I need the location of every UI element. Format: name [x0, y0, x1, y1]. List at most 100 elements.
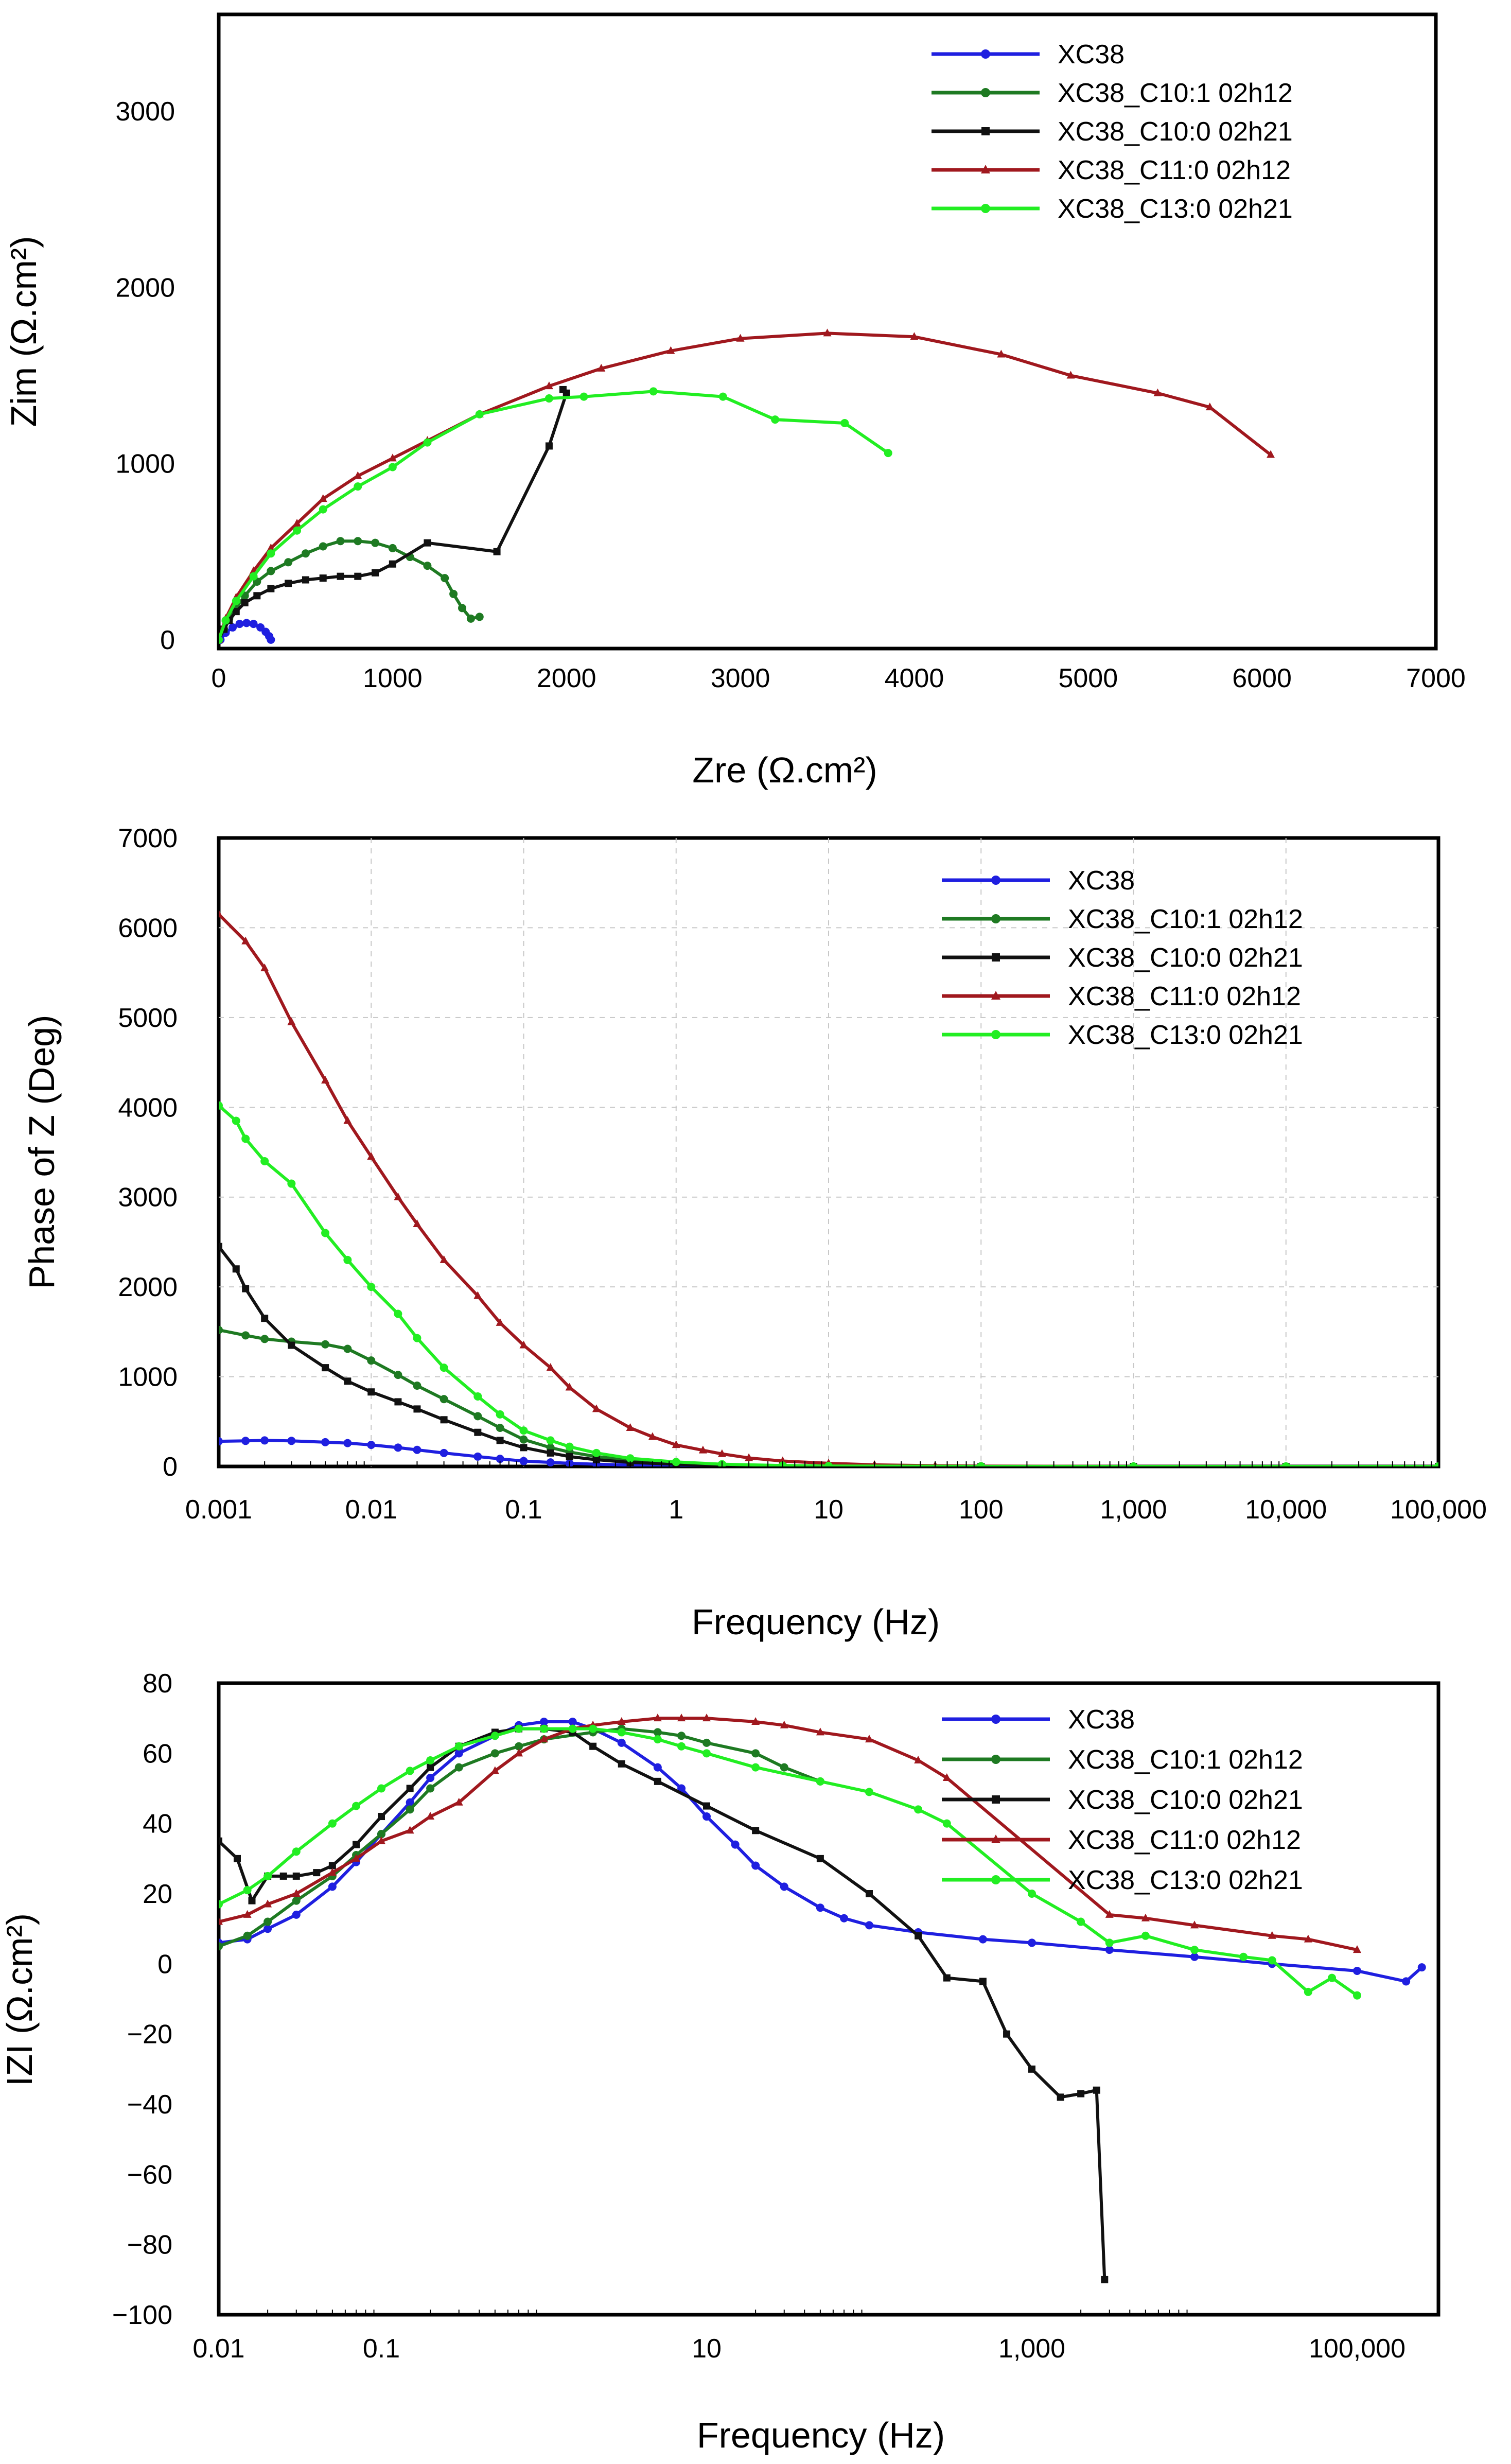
modulus-x-tick-label: 0.1	[363, 2334, 400, 2364]
phase-point-xc38-c10-1-02h12	[367, 1356, 376, 1365]
phase-y-axis-label: Phase of Z (Deg)	[22, 1015, 62, 1289]
nyquist-point-xc38-c10-1-02h12	[423, 562, 432, 570]
modulus-point-xc38-c10-0-02h21	[589, 1742, 597, 1750]
modulus-y-tick-label: 60	[143, 1739, 172, 1769]
modulus-x-axis-label: Frequency (Hz)	[697, 2415, 945, 2455]
nyquist-point-xc38-c10-1-02h12	[388, 544, 397, 552]
nyquist-chart: 0 1000 2000 3000 4000 5000 6000 7000 0 1000 2000 3…	[4, 12, 1466, 790]
phase-legend-label-xc38-c10-1-02h12: XC38_C10:1 02h12	[1068, 904, 1303, 934]
modulus-point-xc38-c10-1-02h12	[219, 1942, 223, 1951]
nyquist-point-xc38-c11-0-02h12	[1153, 388, 1162, 396]
nyquist-point-xc38-c10-0-02h21	[354, 572, 362, 580]
phase-point-xc38-c10-0-02h21	[413, 1405, 421, 1413]
phase-x-tick-label: 1	[669, 1495, 683, 1525]
phase-point-xc38-c10-0-02h21	[592, 1456, 600, 1463]
modulus-point-xc38-c10-1-02h12	[780, 1763, 788, 1772]
phase-point-xc38-c13-0-02h21	[672, 1458, 680, 1466]
nyquist-point-xc38-c10-0-02h21	[559, 386, 567, 393]
modulus-point-xc38-c11-0-02h12	[426, 1812, 435, 1820]
modulus-y-ticks: −100 −80 −60 −40 −20 0 20 40 60 80	[112, 1669, 172, 2330]
nyquist-point-xc38-c13-0-02h21	[718, 392, 727, 401]
phase-point-xc38-c13-0-02h21	[1434, 1462, 1438, 1466]
phase-y-tick-label: 7000	[118, 824, 178, 853]
nyquist-point-xc38-c10-1-02h12	[267, 567, 275, 575]
phase-chart: 0.001 0.01 0.1 1 10 100 1,000 10,000 100,000 0 10…	[22, 824, 1487, 1642]
nyquist-point-xc38-c10-0-02h21	[545, 442, 553, 450]
phase-x-tick-label: 0.01	[345, 1495, 397, 1525]
modulus-point-xc38	[978, 1935, 987, 1944]
modulus-point-xc38-c10-1-02h12	[515, 1742, 523, 1751]
modulus-point-xc38-c13-0-02h21	[1239, 1952, 1248, 1961]
modulus-point-xc38	[1402, 1977, 1411, 1986]
modulus-point-xc38-c10-0-02h21	[1101, 2276, 1109, 2283]
modulus-legend-label-xc38-c13-0-02h21: XC38_C13:0 02h21	[1068, 1865, 1303, 1895]
modulus-point-xc38-c11-0-02h12	[914, 1755, 923, 1763]
nyquist-point-xc38-c10-1-02h12	[466, 614, 475, 623]
modulus-point-xc38-c10-1-02h12	[426, 1784, 435, 1793]
phase-point-xc38-c13-0-02h21	[367, 1283, 376, 1291]
phase-point-xc38-c10-1-02h12	[473, 1412, 482, 1421]
modulus-point-xc38-c13-0-02h21	[1268, 1956, 1276, 1965]
modulus-point-xc38-c13-0-02h21	[617, 1728, 626, 1737]
modulus-point-xc38-c10-0-02h21	[292, 1872, 300, 1880]
phase-point-xc38-c10-1-02h12	[321, 1340, 330, 1349]
modulus-point-xc38	[840, 1914, 849, 1923]
nyquist-legend-label-xc38-c11-0-02h12: XC38_C11:0 02h12	[1058, 155, 1291, 185]
modulus-point-xc38-c11-0-02h12	[1353, 1945, 1361, 1953]
modulus-legend: XC38 XC38_C10:1 02h12 XC38_C10:0 02h21 XC38…	[942, 1705, 1303, 1895]
modulus-y-tick-label: 20	[143, 1879, 172, 1909]
nyquist-y-tick-label: 1000	[115, 449, 175, 479]
modulus-point-xc38	[816, 1903, 824, 1912]
phase-point-xc38	[519, 1457, 528, 1465]
modulus-series-line-xc38-c10-0-02h21	[219, 1727, 1106, 2280]
modulus-point-xc38	[1105, 1946, 1114, 1954]
nyquist-point-xc38-c10-0-02h21	[319, 574, 327, 582]
modulus-plot-frame	[217, 1681, 1440, 2317]
modulus-point-xc38-c10-1-02h12	[751, 1749, 760, 1758]
modulus-point-xc38-c10-0-02h21	[654, 1777, 661, 1785]
nyquist-series-clip	[219, 328, 1275, 644]
phase-point-xc38-c10-0-02h21	[547, 1449, 554, 1457]
modulus-point-xc38-c13-0-02h21	[653, 1735, 662, 1744]
modulus-point-xc38-c10-1-02h12	[263, 1917, 272, 1926]
phase-point-xc38-c13-0-02h21	[626, 1454, 635, 1463]
nyquist-point-xc38-c11-0-02h12	[910, 332, 919, 340]
phase-point-xc38-c11-0-02h12	[241, 936, 250, 945]
modulus-point-xc38-c10-0-02h21	[279, 1872, 287, 1880]
modulus-x-tick-label: 1,000	[998, 2334, 1065, 2364]
modulus-legend-marker-xc38-c10-0-02h21	[992, 1795, 1000, 1804]
nyquist-x-tick-label: 2000	[537, 663, 596, 693]
modulus-point-xc38-c13-0-02h21	[589, 1724, 598, 1733]
phase-point-xc38	[546, 1458, 555, 1466]
modulus-x-tick-label: 100,000	[1309, 2334, 1405, 2364]
nyquist-point-xc38-c10-1-02h12	[284, 558, 293, 567]
nyquist-point-xc38-c10-0-02h21	[424, 539, 431, 547]
nyquist-point-xc38-c13-0-02h21	[649, 387, 658, 396]
nyquist-point-xc38-c13-0-02h21	[388, 463, 397, 471]
nyquist-point-xc38-c13-0-02h21	[884, 449, 892, 458]
modulus-point-xc38-c11-0-02h12	[865, 1735, 873, 1743]
modulus-point-xc38-c13-0-02h21	[454, 1742, 463, 1751]
nyquist-x-tick-label: 1000	[363, 663, 423, 693]
modulus-point-xc38-c13-0-02h21	[515, 1724, 523, 1733]
modulus-point-xc38-c11-0-02h12	[243, 1910, 252, 1918]
modulus-point-xc38-c11-0-02h12	[751, 1717, 760, 1725]
modulus-point-xc38-c10-1-02h12	[490, 1749, 499, 1758]
modulus-point-xc38-c11-0-02h12	[677, 1714, 686, 1722]
phase-point-xc38	[440, 1448, 448, 1457]
modulus-point-xc38-c10-0-02h21	[618, 1760, 625, 1768]
modulus-point-xc38	[263, 1925, 272, 1933]
phase-point-xc38-c10-1-02h12	[219, 1325, 223, 1334]
modulus-point-xc38	[1417, 1963, 1426, 1972]
phase-point-xc38-c10-0-02h21	[520, 1444, 528, 1452]
phase-point-xc38-c11-0-02h12	[565, 1383, 574, 1391]
phase-series-line-xc38-c13-0-02h21	[219, 1104, 1438, 1466]
modulus-y-tick-label: 40	[143, 1809, 172, 1839]
nyquist-point-xc38-c13-0-02h21	[293, 526, 302, 535]
modulus-legend-marker-xc38	[991, 1715, 1000, 1724]
modulus-point-xc38	[540, 1717, 548, 1726]
modulus-point-xc38-c10-0-02h21	[943, 1974, 951, 1982]
nyquist-x-tick-label: 0	[212, 663, 226, 693]
phase-point-xc38-c10-1-02h12	[241, 1331, 250, 1340]
